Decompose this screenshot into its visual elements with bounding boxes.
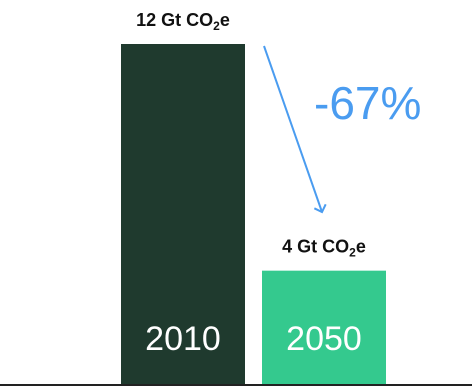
category-label-2010: 2010 (145, 320, 221, 358)
category-label-2050: 2050 (286, 320, 362, 358)
bar-2050 (262, 270, 386, 384)
bar-2010 (121, 44, 245, 384)
value-label-2010: 12 Gt CO2e (136, 10, 230, 33)
value-label-2050: 4 Gt CO2e (282, 237, 366, 260)
percent-change-label: -67% (314, 77, 421, 129)
decrease-arrow (263, 45, 327, 214)
